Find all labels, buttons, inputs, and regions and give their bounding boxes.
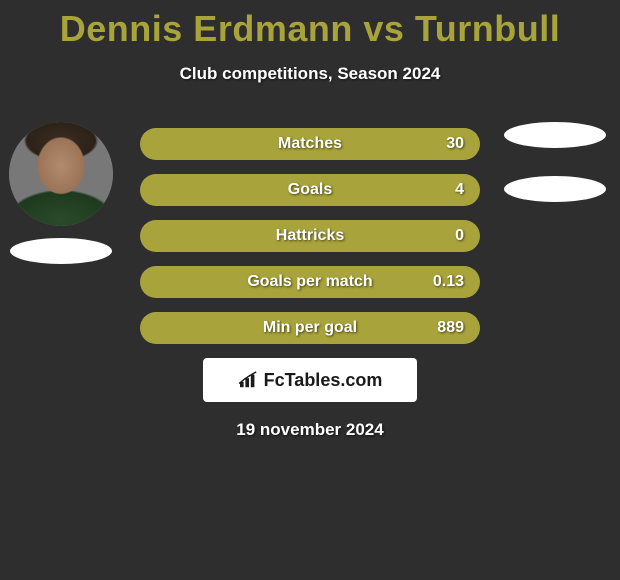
branding-badge: FcTables.com	[203, 358, 417, 402]
stat-value: 30	[446, 135, 464, 153]
stat-label: Goals	[288, 181, 332, 199]
comparison-title: Dennis Erdmann vs Turnbull	[0, 0, 620, 50]
stat-value: 889	[437, 319, 464, 337]
player-left-panel	[6, 122, 116, 264]
stat-label: Goals per match	[247, 273, 372, 291]
stat-value: 4	[455, 181, 464, 199]
stat-value: 0.13	[433, 273, 464, 291]
stat-label: Min per goal	[263, 319, 357, 337]
stat-row-hattricks: Hattricks 0	[140, 220, 480, 252]
player1-photo	[9, 122, 113, 226]
player2-name-ellipse-1	[504, 122, 606, 148]
stat-row-matches: Matches 30	[140, 128, 480, 160]
stats-table: Matches 30 Goals 4 Hattricks 0 Goals per…	[140, 128, 480, 344]
stat-row-min-per-goal: Min per goal 889	[140, 312, 480, 344]
brand-text: FcTables.com	[264, 370, 383, 391]
date-label: 19 november 2024	[0, 420, 620, 440]
stat-label: Matches	[278, 135, 342, 153]
stat-value: 0	[455, 227, 464, 245]
stat-label: Hattricks	[276, 227, 344, 245]
player-right-panel	[500, 122, 610, 202]
bar-chart-icon	[238, 371, 260, 389]
vs-separator: vs	[363, 8, 404, 49]
stat-row-goals-per-match: Goals per match 0.13	[140, 266, 480, 298]
player2-name-ellipse-2	[504, 176, 606, 202]
subtitle: Club competitions, Season 2024	[0, 64, 620, 84]
player2-name: Turnbull	[415, 8, 560, 49]
player1-name-ellipse	[10, 238, 112, 264]
stat-row-goals: Goals 4	[140, 174, 480, 206]
player1-avatar	[9, 122, 113, 226]
player1-name: Dennis Erdmann	[60, 8, 353, 49]
